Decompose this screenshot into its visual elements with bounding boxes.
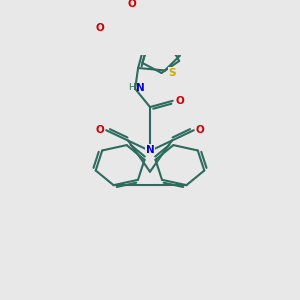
- Text: O: O: [127, 0, 136, 9]
- Text: N: N: [146, 145, 154, 155]
- Text: O: O: [195, 125, 204, 135]
- Text: N: N: [136, 82, 145, 92]
- Text: H: H: [128, 83, 135, 92]
- Text: O: O: [96, 23, 105, 33]
- Text: O: O: [96, 125, 105, 135]
- Text: O: O: [176, 96, 184, 106]
- Text: S: S: [169, 68, 176, 78]
